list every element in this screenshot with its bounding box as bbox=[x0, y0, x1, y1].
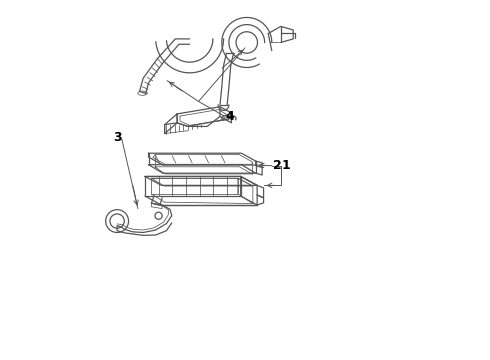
Text: 3: 3 bbox=[113, 131, 122, 144]
Text: 4: 4 bbox=[225, 110, 234, 123]
Text: 1: 1 bbox=[282, 159, 291, 172]
Text: 2: 2 bbox=[273, 159, 282, 172]
